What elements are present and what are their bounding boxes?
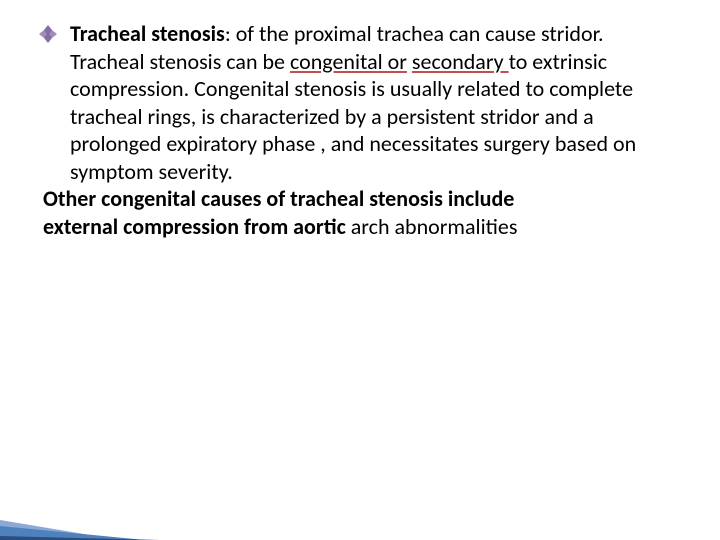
- underlined-term-2: secondary: [412, 48, 509, 75]
- underlined-term-1: congenital or: [290, 48, 407, 75]
- paragraph-other-causes: Other congenital causes of tracheal sten…: [43, 185, 680, 240]
- bold-line-1: Other congenital causes of tracheal sten…: [43, 185, 514, 212]
- plain-tail: arch abnormalities: [351, 213, 518, 240]
- diamond-bullet-icon: [38, 24, 58, 44]
- slide-body: Tracheal stenosis: of the proximal trach…: [38, 20, 680, 240]
- corner-accent-icon: [0, 480, 160, 540]
- paragraph-tracheal-stenosis: Tracheal stenosis: of the proximal trach…: [70, 20, 680, 185]
- term-title: Tracheal stenosis: [70, 20, 225, 47]
- bullet-list-item: Tracheal stenosis: of the proximal trach…: [38, 20, 680, 240]
- bold-line-2: external compression from aortic: [43, 213, 351, 240]
